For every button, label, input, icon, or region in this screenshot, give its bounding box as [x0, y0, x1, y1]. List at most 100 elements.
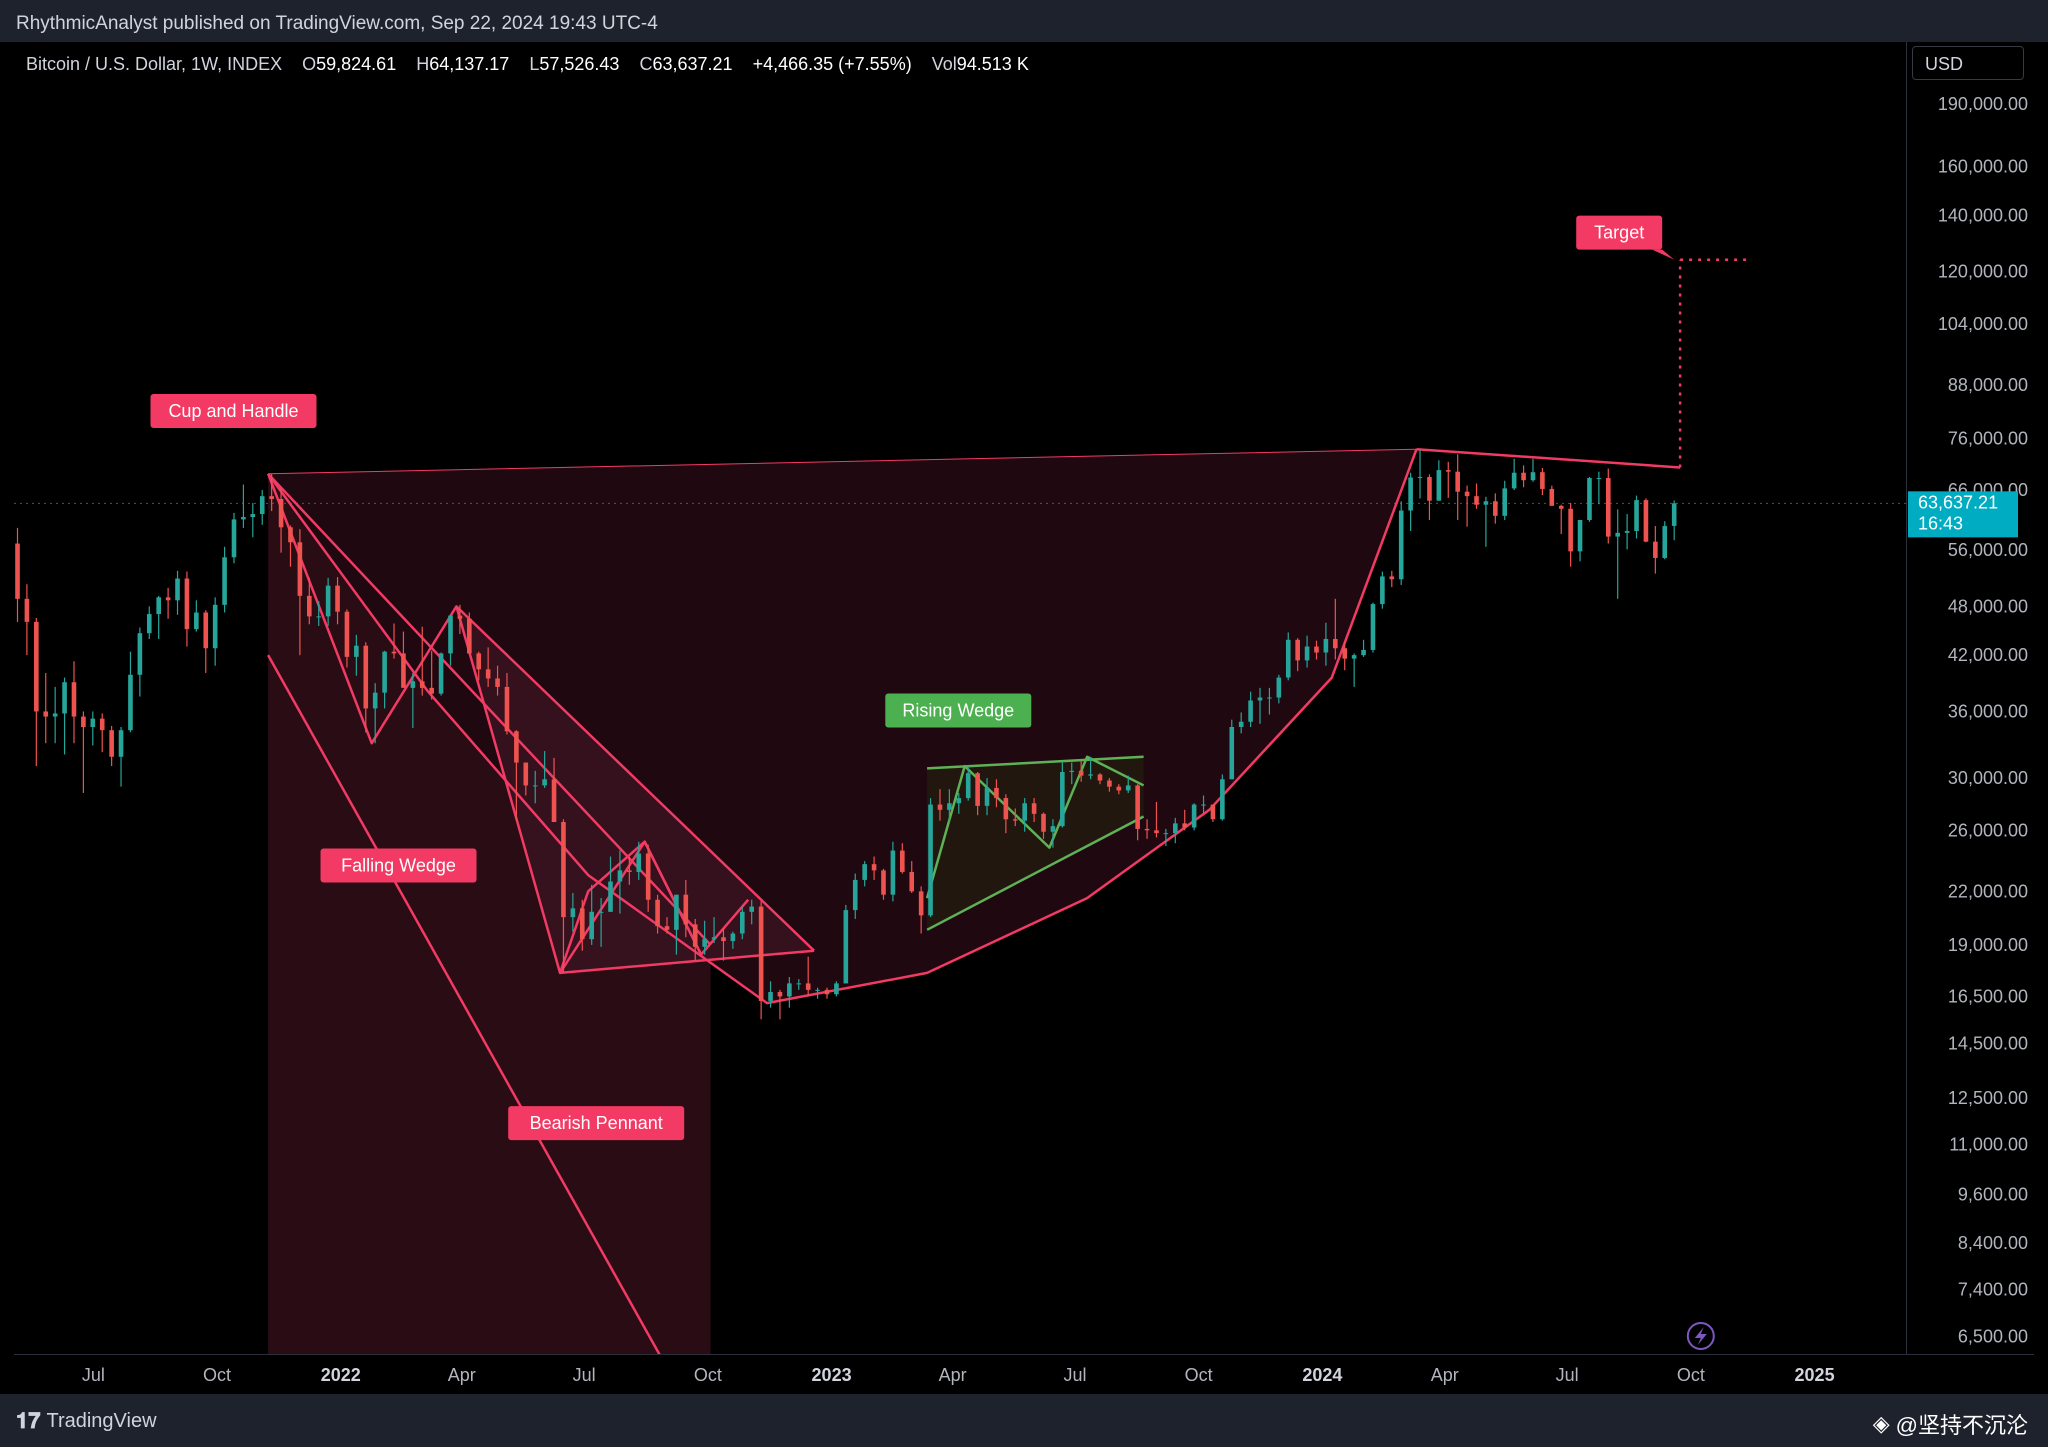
candle: [862, 861, 867, 887]
candle-body: [1333, 638, 1338, 649]
candle: [448, 614, 453, 666]
candle-body: [721, 937, 726, 942]
candle-body: [561, 821, 566, 918]
chart-svg[interactable]: Cup and Handle Falling Wedge Bearish Penna…: [14, 42, 2034, 1394]
candle-body: [627, 870, 632, 872]
low-value: 57,526.43: [539, 54, 620, 74]
price-tick-label: 42,000.00: [1948, 645, 2028, 665]
candle: [118, 726, 124, 787]
candle: [184, 571, 190, 647]
candle: [900, 843, 905, 874]
candle-body: [1022, 803, 1027, 821]
candle: [730, 931, 736, 949]
candle: [721, 927, 726, 961]
candle: [1558, 504, 1564, 535]
close-label: C: [639, 54, 653, 74]
candle: [485, 647, 491, 687]
candle: [1333, 598, 1338, 660]
candle-body: [787, 983, 792, 997]
cup-rim-line: [268, 448, 1417, 475]
candle-body: [335, 585, 340, 612]
currency-selector[interactable]: USD: [1912, 46, 2024, 80]
candle: [1540, 468, 1545, 496]
candle-body: [1380, 576, 1385, 605]
cup-arc-line: [267, 448, 1418, 1005]
candle-body: [1624, 530, 1630, 533]
annotation-box: [885, 693, 1032, 728]
candle: [1634, 495, 1639, 539]
candle: [391, 623, 397, 659]
candle: [109, 725, 114, 767]
candle: [1191, 803, 1197, 831]
time-tick-label: Oct: [694, 1365, 722, 1385]
candle-body: [1436, 470, 1442, 501]
candle: [495, 665, 500, 696]
symbol-name[interactable]: Bitcoin / U.S. Dollar, 1W, INDEX: [26, 54, 283, 74]
candle: [1408, 472, 1413, 531]
price-tick-label: 19,000.00: [1948, 935, 2028, 955]
candle: [674, 894, 679, 955]
candle-body: [1323, 638, 1329, 653]
candle: [1210, 804, 1216, 822]
candle-body: [325, 585, 331, 617]
candle: [994, 779, 999, 808]
candle-body: [824, 989, 830, 995]
candle: [34, 617, 39, 767]
candle-body: [1172, 823, 1178, 834]
candle: [1135, 784, 1140, 841]
candle: [1248, 691, 1253, 727]
candle-body: [1455, 471, 1460, 492]
candle-body: [730, 933, 736, 942]
candle: [288, 525, 293, 567]
candle: [617, 850, 623, 914]
candle-body: [391, 651, 397, 654]
candle: [203, 610, 209, 673]
candle-body: [598, 911, 604, 913]
chart-area[interactable]: Cup and Handle Falling Wedge Bearish Penna…: [14, 42, 2034, 1394]
candle-body: [156, 597, 161, 615]
candle-body: [1276, 677, 1282, 698]
candle: [1182, 809, 1188, 831]
candle-body: [1605, 478, 1611, 537]
time-tick-label: Jul: [1556, 1365, 1579, 1385]
candle: [325, 577, 331, 626]
candle-body: [937, 804, 943, 810]
candle-body: [1201, 804, 1206, 806]
candle: [1577, 520, 1583, 562]
candle-body: [758, 906, 764, 1001]
candle-body: [579, 908, 585, 940]
candle-body: [307, 595, 312, 617]
candle: [890, 841, 896, 902]
high-value: 64,137.17: [429, 54, 510, 74]
annotation-cup-and-handle: Cup and Handle: [150, 394, 317, 429]
candle: [128, 651, 133, 733]
annotation-text: Rising Wedge: [902, 700, 1014, 720]
price-tick-label: 30,000.00: [1948, 768, 2028, 788]
candle-body: [1078, 770, 1084, 776]
candle: [1474, 483, 1479, 509]
last-price-countdown: 16:43: [1918, 513, 1963, 533]
candle-body: [1116, 786, 1122, 791]
candle-body: [99, 718, 105, 731]
candle-body: [1408, 477, 1413, 511]
low-label: L: [529, 54, 540, 74]
candle: [608, 856, 613, 912]
candle: [1107, 778, 1112, 792]
candle: [523, 762, 529, 796]
candle-body: [692, 924, 698, 947]
candle-body: [297, 542, 303, 596]
candle-body: [467, 618, 472, 654]
candle: [278, 488, 284, 553]
time-tick-label: Apr: [448, 1365, 476, 1385]
candle-body: [344, 611, 350, 657]
candle: [692, 918, 698, 961]
tradingview-brand[interactable]: 𝟏𝟕 TradingView: [16, 1408, 157, 1434]
candle-body: [250, 514, 256, 518]
candle-body: [1238, 721, 1244, 727]
candle-body: [739, 911, 745, 934]
candle: [250, 502, 256, 538]
candle-body: [1445, 470, 1451, 472]
candle-body: [655, 899, 660, 927]
candle: [382, 650, 387, 709]
candle-body: [1615, 532, 1620, 537]
